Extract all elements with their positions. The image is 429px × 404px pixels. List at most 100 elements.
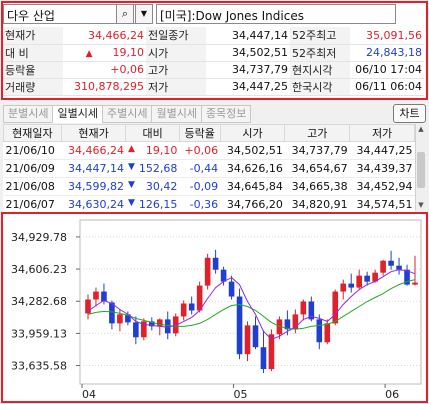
- low-value: 34,447,25: [356, 144, 413, 157]
- search-row: 다우 산업 ⌕ ▼ [미국]:Dow Jones Indices: [3, 4, 396, 24]
- quote-table: 현재가 34,466,24 전일종가 34,447,14 52주최고 35,091,56 대…: [3, 27, 424, 96]
- rate-value: +0,06: [184, 144, 219, 157]
- candle-body: [164, 319, 171, 334]
- table-row[interactable]: 21/06/08 34,599,82 ▼ 30,42 -0,09 34,645,84 34,…: [3, 177, 415, 196]
- candle-body: [364, 275, 370, 282]
- table-row[interactable]: 21/06/10 34,466,24 ▲ 19,10 +0,06 34,502,51 34,…: [3, 141, 415, 160]
- column-header[interactable]: 현재일자: [3, 124, 62, 142]
- candle-body: [228, 281, 235, 297]
- cell-date: 21/06/10: [3, 141, 62, 160]
- candle-body: [148, 321, 155, 327]
- candle-body: [284, 319, 291, 330]
- table-row[interactable]: 21/06/07 34,630,24 ▼ 126,15 -0,36 34,766,20 34…: [3, 195, 415, 214]
- quote-v1: 310,878,295: [63, 78, 146, 96]
- scroll-thumb[interactable]: [417, 152, 425, 188]
- quote-v1: ▲ 19,10: [63, 44, 146, 62]
- candle-body: [356, 275, 362, 288]
- y-tick-label: 33,635.58: [11, 360, 67, 373]
- high-value: 34,820,91: [291, 198, 348, 211]
- scroll-up-icon[interactable]: ▲: [418, 125, 424, 133]
- candle-body: [93, 291, 99, 300]
- high-value: 34,737,79: [291, 144, 348, 157]
- date-value: 21/06/07: [5, 198, 55, 211]
- chart-panel: 34,929.78 34,606.23 34,282.68 33,959.13 33,6…: [1, 212, 428, 403]
- tab-1[interactable]: 일별시세: [52, 105, 103, 123]
- quote-l2-value: 시가: [148, 46, 169, 60]
- cell-low: 34,452,94: [349, 177, 415, 196]
- date-value: 21/06/08: [5, 180, 55, 193]
- column-header[interactable]: 대비: [125, 124, 180, 142]
- quote-v2: 34,447,25: [206, 78, 290, 96]
- quote-l1-value: 대 비: [5, 46, 29, 60]
- chevron-down-icon[interactable]: ▼: [135, 4, 153, 24]
- quote-v1-value: 34,466,24: [88, 28, 144, 42]
- quote-v2-value: 34,447,14: [232, 28, 288, 42]
- x-tick-label: 04: [82, 388, 96, 401]
- rate-value: -0,44: [189, 162, 219, 175]
- quote-l1: 현재가: [3, 27, 63, 45]
- quote-v1-value: +0,06: [110, 63, 144, 76]
- cell-open: 34,626,16: [220, 159, 285, 178]
- cell-price: 34,447,14: [61, 159, 126, 178]
- high-value: 34,665,38: [291, 180, 348, 193]
- chart-button[interactable]: 차트: [393, 104, 426, 123]
- quote-row: 등락율 +0,06 고가 34,737,79 현지시각 06/10 17:04: [3, 61, 424, 79]
- up-arrow-icon: ▲: [127, 144, 135, 154]
- cell-price: 34,630,24: [61, 195, 126, 214]
- date-value: 21/06/10: [5, 144, 55, 157]
- quote-v1: 34,466,24: [63, 27, 146, 45]
- candle-body: [412, 282, 418, 285]
- quote-v3-value: 24,843,18: [366, 46, 422, 59]
- cell-rate: -0,44: [179, 159, 221, 178]
- quote-v2-value: 34,737,79: [232, 63, 288, 76]
- column-header[interactable]: 시가: [219, 124, 286, 142]
- quote-v1-value: 310,878,295: [74, 80, 144, 93]
- column-header[interactable]: 고가: [284, 124, 351, 142]
- cell-rate: -0,36: [179, 195, 221, 214]
- cell-high: 34,654,67: [284, 159, 350, 178]
- candle-body: [308, 301, 315, 320]
- quote-v2: 34,737,79: [206, 61, 290, 79]
- candle-body: [101, 291, 107, 302]
- quote-l3: 52주최고: [290, 27, 350, 45]
- column-header[interactable]: 저가: [349, 124, 415, 142]
- search-icon[interactable]: ⌕: [116, 4, 134, 24]
- price-value: 34,447,14: [67, 162, 124, 175]
- candle-body: [117, 314, 123, 324]
- quote-l2-value: 저가: [148, 80, 169, 94]
- cell-high: 34,737,79: [284, 141, 350, 160]
- column-header[interactable]: 등락율: [178, 124, 221, 142]
- cell-date: 21/06/08: [3, 177, 62, 196]
- candle-body: [396, 265, 402, 270]
- open-value: 34,645,84: [226, 180, 283, 193]
- quote-l3: 한국시각: [290, 78, 350, 96]
- search-input[interactable]: 다우 산업 ⌕ ▼: [3, 4, 153, 24]
- scroll-down-icon[interactable]: ▼: [418, 201, 424, 209]
- candle-body: [188, 303, 195, 311]
- table-row[interactable]: 21/06/09 34,447,14 ▼ 152,68 -0,44 34,626,16 34…: [3, 159, 415, 178]
- tab-2[interactable]: 주별시세: [101, 105, 153, 123]
- quote-v3: 06/10 17:04: [350, 61, 424, 79]
- search-input-value: 다우 산업: [7, 9, 55, 23]
- down-arrow-icon: ▼: [127, 162, 135, 172]
- cell-change: ▼ 126,15: [125, 195, 180, 214]
- quote-v3-value: 35,091,56: [366, 28, 422, 42]
- plot-frame: [79, 219, 422, 385]
- table-scrollbar[interactable]: ▲ ▼: [415, 124, 426, 210]
- quote-v2: 34,447,14: [206, 27, 290, 45]
- candle-body: [340, 283, 347, 292]
- candle-body: [324, 323, 331, 343]
- tab-0[interactable]: 분별시세: [3, 105, 54, 123]
- cell-rate: -0,09: [179, 177, 221, 196]
- candle-body: [260, 347, 267, 370]
- low-value: 34,452,94: [356, 180, 413, 193]
- up-arrow-icon: ▲: [85, 49, 93, 59]
- tab-3[interactable]: 월별시세: [151, 105, 202, 123]
- cell-change: ▲ 19,10: [125, 141, 180, 160]
- quote-v3: 35,091,56: [350, 27, 424, 45]
- quote-row: 거래량 310,878,295 저가 34,447,25 한국시각 06/11 06:04: [3, 78, 424, 96]
- tab-4[interactable]: 종목정보: [200, 105, 252, 123]
- column-header[interactable]: 현재가: [60, 124, 127, 142]
- open-value: 34,626,16: [226, 162, 283, 175]
- candle-body: [348, 283, 355, 288]
